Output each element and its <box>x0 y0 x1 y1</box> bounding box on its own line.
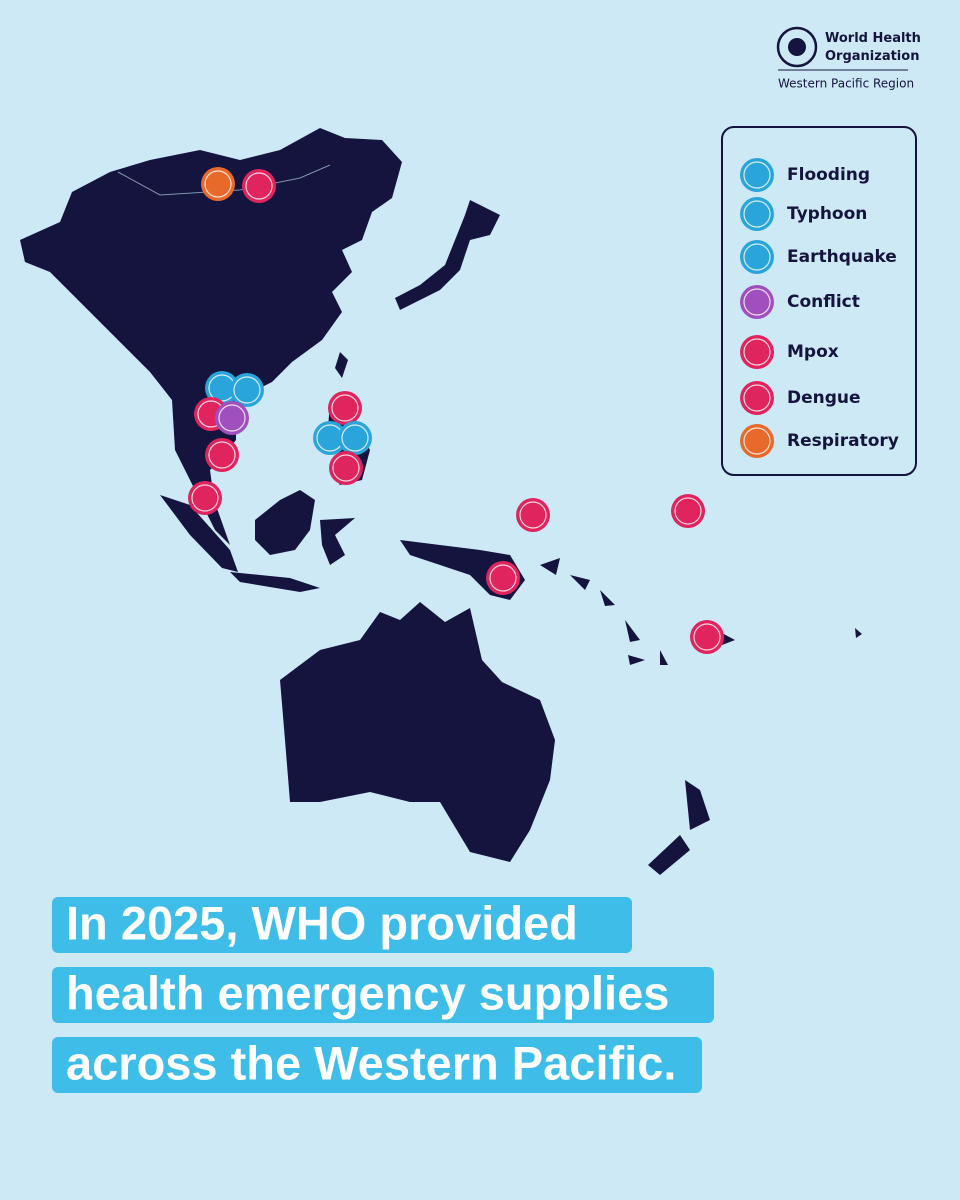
headline-line: across the Western Pacific. <box>66 1036 676 1089</box>
icon <box>740 285 774 319</box>
who-logo: World Health Organization Western Pacifi… <box>776 26 921 91</box>
tasmania <box>495 822 520 845</box>
headline-highlight <box>52 967 714 1023</box>
legend-label: Respiratory <box>787 431 899 451</box>
icon-ring <box>743 384 771 412</box>
legend-label: Flooding <box>787 165 870 185</box>
icon-ring <box>218 404 246 432</box>
icon <box>338 421 372 455</box>
icon-ring <box>489 564 517 592</box>
icon <box>516 498 550 532</box>
icon-ring <box>245 172 273 200</box>
sulawesi <box>320 518 355 565</box>
icon <box>205 438 239 472</box>
icon <box>328 391 362 425</box>
icon-ring <box>519 501 547 529</box>
icon-ring <box>743 200 771 228</box>
icon-ring <box>204 170 232 198</box>
logo-name: World Health <box>825 31 921 46</box>
icon <box>329 451 363 485</box>
icon-ring <box>674 497 702 525</box>
java <box>230 572 320 592</box>
legend-label: Earthquake <box>787 247 897 267</box>
icon <box>740 158 774 192</box>
icon <box>690 620 724 654</box>
headline: In 2025, WHO provided health emergency su… <box>52 896 714 1093</box>
icon <box>671 494 705 528</box>
map <box>20 128 885 875</box>
icon <box>486 561 520 595</box>
logo-name: Organization <box>825 49 919 64</box>
legend: Flooding Typhoon Earthquake Conflict Mpox Den… <box>740 158 899 458</box>
icon-ring <box>331 394 359 422</box>
icon-ring <box>693 623 721 651</box>
legend-label: Conflict <box>787 292 860 312</box>
headline-line: In 2025, WHO provided <box>66 896 578 949</box>
icon <box>740 424 774 458</box>
icon-ring <box>341 424 369 452</box>
icon-ring <box>743 338 771 366</box>
sumatra <box>160 495 238 572</box>
icon-ring <box>191 484 219 512</box>
japan <box>395 200 500 310</box>
icon-ring <box>332 454 360 482</box>
australia <box>280 602 555 862</box>
headline-highlight <box>52 897 632 953</box>
icon <box>313 421 347 455</box>
icon <box>740 335 774 369</box>
icon-ring <box>208 441 236 469</box>
icon-ring <box>743 161 771 189</box>
icon <box>230 373 264 407</box>
headline-line: health emergency supplies <box>66 966 669 1019</box>
taiwan <box>335 352 348 378</box>
icon-ring <box>743 427 771 455</box>
legend-label: Mpox <box>787 342 839 362</box>
icon <box>740 197 774 231</box>
icon <box>242 169 276 203</box>
icon <box>188 481 222 515</box>
legend-label: Typhoon <box>787 204 867 224</box>
icon <box>201 167 235 201</box>
asia-mainland <box>20 128 402 545</box>
icon <box>740 381 774 415</box>
markers <box>188 167 724 654</box>
new-zealand <box>648 780 710 875</box>
icon-ring <box>743 288 771 316</box>
icon <box>215 401 249 435</box>
borneo <box>255 490 315 555</box>
icon <box>740 240 774 274</box>
headline-highlight <box>52 1037 702 1093</box>
logo-region: Western Pacific Region <box>778 77 914 91</box>
icon-ring <box>233 376 261 404</box>
legend-label: Dengue <box>787 388 861 408</box>
icon-ring <box>743 243 771 271</box>
legend-box <box>721 126 917 476</box>
icon <box>205 371 239 405</box>
